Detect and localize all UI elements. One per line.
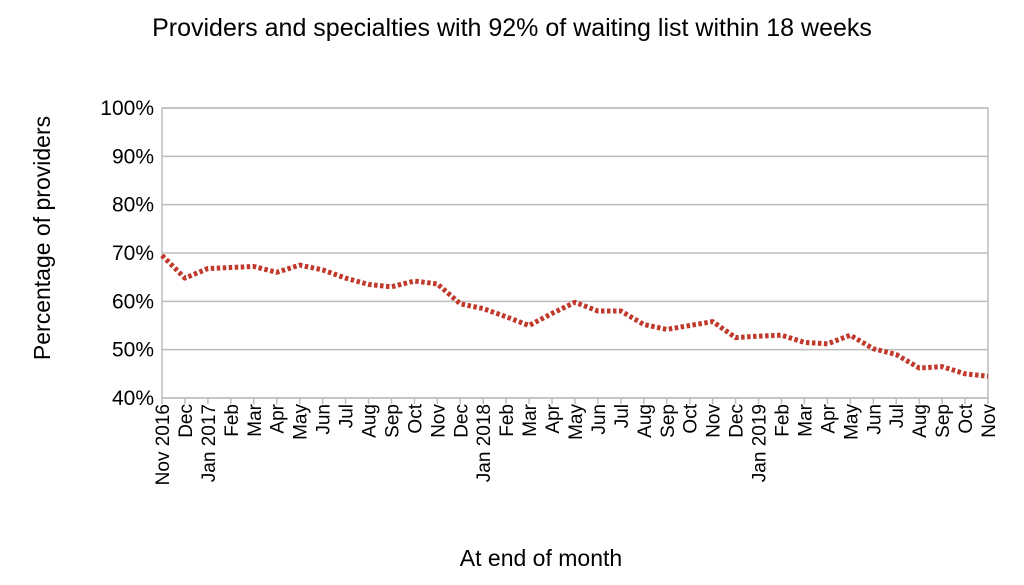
x-tick-label: Oct bbox=[956, 403, 977, 433]
x-tick-label: Jun bbox=[589, 404, 610, 435]
x-axis-label: At end of month bbox=[460, 545, 622, 571]
x-tick-label: Apr bbox=[543, 403, 564, 433]
x-tick-label: Feb bbox=[222, 404, 243, 437]
x-tick-label: Dec bbox=[727, 404, 748, 438]
x-tick-label: Jul bbox=[612, 404, 633, 428]
x-tick-label: Aug bbox=[360, 404, 381, 438]
x-tick-label: Jan 2019 bbox=[750, 404, 771, 482]
y-tick-label: 50% bbox=[112, 339, 154, 362]
y-tick-label: 90% bbox=[112, 145, 154, 168]
x-tick-label: Feb bbox=[497, 404, 518, 437]
x-tick-label: Jun bbox=[314, 404, 335, 435]
x-tick-label: Mar bbox=[245, 403, 266, 436]
x-tick-label: May bbox=[566, 404, 587, 440]
x-axis-ticks: Nov 2016 Dec Jan 2017 Feb Mar Apr May Jun Jul Aug… bbox=[153, 398, 1000, 485]
x-tick-label: Aug bbox=[635, 404, 656, 438]
y-tick-label: 40% bbox=[112, 387, 154, 410]
x-tick-label: Jul bbox=[337, 404, 358, 428]
x-tick-label: May bbox=[291, 404, 312, 440]
chart-title: Providers and specialties with 92% of wa… bbox=[152, 14, 872, 42]
x-tick-label: Jan 2017 bbox=[199, 404, 220, 482]
series-line bbox=[160, 253, 989, 379]
x-tick-label: Mar bbox=[795, 403, 816, 436]
x-tick-label: Sep bbox=[382, 404, 403, 438]
x-tick-label: Apr bbox=[268, 403, 289, 433]
x-tick-label: Jun bbox=[864, 404, 885, 435]
x-tick-label: Oct bbox=[405, 403, 426, 433]
x-tick-label: Jan 2018 bbox=[474, 404, 495, 482]
gridlines bbox=[162, 107, 988, 399]
x-tick-label: Dec bbox=[451, 404, 472, 438]
y-axis-ticks: 40% 50% 60% 70% 80% 90% 100% bbox=[100, 97, 154, 410]
x-tick-label: Jul bbox=[887, 404, 908, 428]
x-tick-label: Feb bbox=[773, 404, 794, 437]
x-tick-label: Oct bbox=[681, 403, 702, 433]
x-tick-label: Nov bbox=[428, 404, 449, 438]
y-axis-label: Percentage of providers bbox=[29, 116, 55, 360]
x-tick-label: Nov 2016 bbox=[153, 404, 174, 485]
y-tick-label: 80% bbox=[112, 194, 154, 217]
x-tick-label: Apr bbox=[818, 403, 839, 433]
x-tick-label: Aug bbox=[910, 404, 931, 438]
x-tick-label: May bbox=[841, 404, 862, 440]
x-tick-label: Sep bbox=[933, 404, 954, 438]
y-tick-label: 60% bbox=[112, 290, 154, 313]
y-tick-label: 100% bbox=[100, 97, 154, 120]
x-tick-label: Nov bbox=[704, 404, 725, 438]
x-tick-label: Nov bbox=[979, 404, 1000, 438]
x-tick-label: Dec bbox=[176, 404, 197, 438]
x-tick-label: Sep bbox=[658, 404, 679, 438]
series-layer bbox=[160, 253, 989, 379]
y-tick-label: 70% bbox=[112, 242, 154, 265]
x-tick-label: Mar bbox=[520, 403, 541, 436]
